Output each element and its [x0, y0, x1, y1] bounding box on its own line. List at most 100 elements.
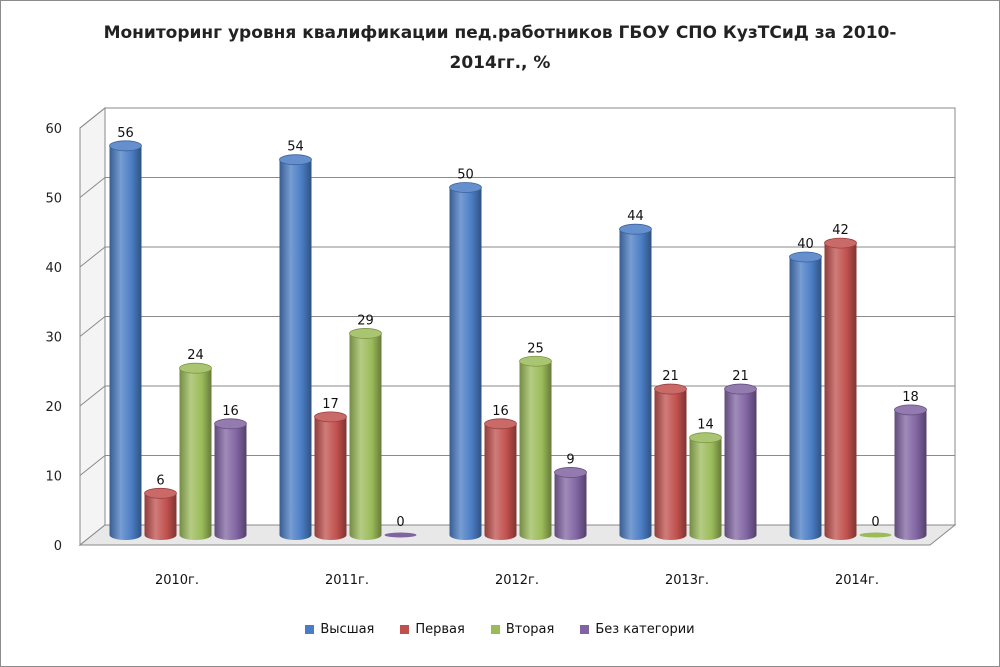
y-tick-label: 10 [45, 470, 62, 485]
bar-body [144, 493, 177, 540]
legend-swatch [580, 625, 590, 634]
bar-top [619, 223, 652, 235]
bar-body [314, 416, 347, 540]
bar-top [789, 251, 822, 263]
bar-2-1: 16 [484, 404, 517, 540]
x-tick-label: 2011г. [325, 573, 369, 588]
legend-swatch [305, 625, 315, 634]
bar-3-3: 21 [724, 369, 757, 540]
legend-swatch [490, 625, 500, 634]
data-label: 6 [156, 473, 164, 488]
bar-top [824, 237, 857, 249]
bar-body [654, 389, 687, 540]
bar-0-0: 56 [109, 126, 142, 541]
bar-4-2: 0 [859, 515, 892, 538]
bar-2-0: 50 [449, 168, 482, 540]
bar-top [554, 467, 587, 478]
bar-0-2: 24 [179, 348, 212, 540]
bar-zero [384, 532, 417, 538]
bar-2-3: 9 [554, 452, 587, 540]
bar-top [144, 487, 177, 499]
bar-top [894, 404, 927, 416]
gridline [79, 246, 955, 268]
y-tick-label: 40 [45, 261, 62, 276]
x-tick-label: 2010г. [155, 573, 199, 588]
bar-4-0: 40 [789, 237, 822, 540]
data-label: 17 [322, 397, 339, 412]
data-label: 18 [902, 390, 919, 405]
y-tick-label: 0 [54, 539, 62, 554]
bar-1-1: 17 [314, 397, 347, 540]
data-label: 0 [871, 515, 879, 530]
bar-3-0: 44 [619, 209, 652, 540]
bar-0-1: 6 [144, 473, 177, 540]
legend-item: Вторая [490, 622, 555, 637]
legend-item: Первая [400, 622, 465, 637]
bar-top [179, 362, 212, 374]
bar-4-3: 18 [894, 390, 927, 540]
legend-swatch [400, 625, 410, 634]
bar-body [824, 243, 857, 540]
x-tick-label: 2014г. [835, 573, 879, 588]
bar-top [449, 182, 482, 193]
bar-top [654, 383, 687, 395]
bar-body [279, 159, 312, 540]
bar-top [349, 328, 382, 339]
data-label: 16 [222, 404, 239, 419]
data-label: 29 [357, 313, 374, 328]
data-label: 0 [396, 515, 404, 530]
bar-body [689, 437, 722, 540]
data-label: 50 [457, 168, 474, 183]
bar-body [179, 368, 212, 540]
bar-1-2: 29 [349, 313, 382, 540]
data-label: 16 [492, 404, 509, 419]
bar-top [724, 383, 757, 395]
bar-body [484, 423, 517, 540]
bar-top [314, 411, 347, 423]
bar-3-1: 21 [654, 369, 687, 540]
gridline [79, 107, 955, 129]
y-tick-label: 20 [45, 400, 62, 415]
bar-top [109, 140, 142, 152]
data-label: 42 [832, 223, 849, 238]
bar-3-2: 14 [689, 418, 722, 540]
bar-body [214, 423, 247, 540]
chart-legend: Высшая Первая Вторая Без категории [0, 622, 1000, 637]
bar-top [484, 418, 517, 430]
bar-top [519, 355, 552, 367]
bar-body [519, 361, 552, 540]
legend-label: Без категории [595, 622, 695, 637]
bar-body [349, 333, 382, 540]
bar-top [279, 154, 312, 166]
bar-body [789, 257, 822, 540]
bar-2-2: 25 [519, 341, 552, 540]
gridline [79, 316, 955, 337]
bar-1-0: 54 [279, 140, 312, 540]
data-label: 25 [527, 341, 544, 356]
data-label: 21 [732, 369, 749, 384]
x-tick-label: 2013г. [665, 573, 709, 588]
bar-body [554, 472, 587, 540]
bar-body [449, 187, 482, 540]
bar-top [689, 432, 722, 444]
x-tick-label: 2012г. [495, 573, 539, 588]
data-label: 9 [566, 452, 574, 467]
bar-top [214, 418, 247, 430]
data-label: 21 [662, 369, 679, 384]
bar-4-1: 42 [824, 223, 857, 540]
legend-label: Высшая [320, 622, 375, 637]
data-label: 56 [117, 126, 134, 141]
y-tick-label: 50 [45, 192, 62, 207]
bar-0-3: 16 [214, 404, 247, 540]
gridline [79, 177, 955, 198]
data-label: 14 [697, 418, 714, 433]
chart-title: Мониторинг уровня квалификации пед.работ… [103, 23, 897, 73]
bar-body [619, 229, 652, 540]
bar-zero [859, 532, 892, 538]
legend-label: Вторая [505, 622, 555, 637]
data-label: 54 [287, 140, 304, 155]
bar-body [724, 389, 757, 540]
y-tick-label: 30 [45, 331, 62, 346]
legend-item: Высшая [305, 622, 374, 637]
